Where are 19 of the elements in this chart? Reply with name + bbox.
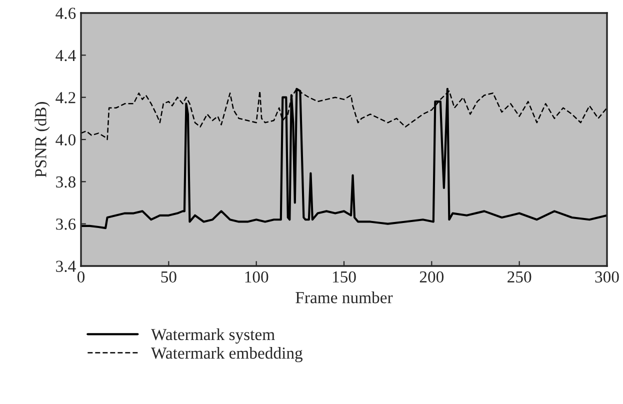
x-tick-label: 150 <box>332 271 356 283</box>
x-tick-label: 0 <box>77 271 85 283</box>
line-series <box>81 88 607 230</box>
y-tick-label: 4.6 <box>56 8 76 20</box>
y-tick-label: 4.0 <box>56 134 76 146</box>
x-tick-label: 200 <box>420 271 444 283</box>
legend-label: Watermark system <box>151 328 275 344</box>
y-axis-title: PSNR (dB) <box>34 102 50 178</box>
x-axis-title: Frame number <box>296 292 393 304</box>
y-tick-label: 3.8 <box>56 176 76 188</box>
legend-label: Watermark embedding <box>151 347 303 362</box>
x-tick-label: 100 <box>245 271 268 283</box>
y-tick-label: 3.6 <box>56 218 76 230</box>
x-tick-label: 250 <box>508 271 532 283</box>
y-tick-label: 3.4 <box>56 260 76 272</box>
x-tick-label: 50 <box>161 271 176 283</box>
x-tick-label: 300 <box>595 271 619 283</box>
y-tick-label: 4.2 <box>56 92 76 104</box>
y-tick-label: 4.4 <box>56 50 76 62</box>
